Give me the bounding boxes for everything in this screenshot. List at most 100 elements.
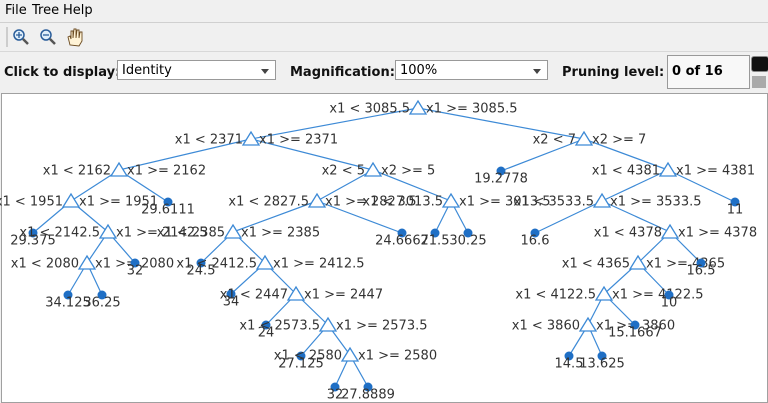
toolbar-icons bbox=[6, 27, 83, 47]
leaf-node[interactable] bbox=[564, 351, 574, 361]
tree-edge bbox=[372, 169, 452, 202]
leaf-label: 32 bbox=[127, 264, 144, 279]
split-label-left: x1 < 2371 bbox=[175, 133, 243, 148]
branch-node[interactable] bbox=[441, 192, 461, 208]
slider-track[interactable] bbox=[752, 76, 766, 88]
branch-node[interactable] bbox=[109, 161, 129, 177]
split-label-right: x1 >= 4378 bbox=[678, 226, 757, 241]
leaf-node[interactable] bbox=[261, 320, 271, 330]
split-label-left: x1 < 3860 bbox=[512, 319, 580, 334]
leaf-node[interactable] bbox=[463, 228, 473, 238]
zoom-out-button[interactable] bbox=[40, 29, 56, 45]
branch-node[interactable] bbox=[408, 99, 428, 115]
split-label-right: x1 >= 4381 bbox=[676, 164, 755, 179]
pan-button[interactable] bbox=[67, 28, 83, 47]
branch-node[interactable] bbox=[594, 285, 614, 301]
split-label-right: x1 >= 2142.5 bbox=[116, 226, 208, 241]
branch-node[interactable] bbox=[340, 346, 360, 362]
leaf-node[interactable] bbox=[330, 382, 340, 392]
leaf-node[interactable] bbox=[630, 320, 640, 330]
magnification-label: Magnification: bbox=[290, 65, 395, 80]
display-select[interactable]: Identity bbox=[117, 60, 276, 80]
tree-view: x1 < 3085.5 x1 >= 3085.5 x1 < 2371 x1 >= 23… bbox=[0, 99, 757, 403]
branch-node[interactable] bbox=[578, 316, 598, 332]
menu-item[interactable]: File bbox=[5, 3, 27, 18]
tree-edge bbox=[417, 107, 585, 140]
leaf-node[interactable] bbox=[496, 166, 506, 176]
split-label-left: x2 < 7 bbox=[533, 133, 576, 148]
menu-item[interactable]: Help bbox=[63, 3, 93, 18]
split-label-left: x1 < 2142.5 bbox=[19, 226, 100, 241]
branch-node[interactable] bbox=[77, 254, 97, 270]
branch-node[interactable] bbox=[241, 130, 261, 146]
split-label-left: x1 < 3533.5 bbox=[513, 195, 594, 210]
leaf-node[interactable] bbox=[696, 258, 706, 268]
leaf-node[interactable] bbox=[97, 290, 107, 300]
branch-node[interactable] bbox=[318, 316, 338, 332]
leaf-label: 16.5 bbox=[687, 264, 716, 279]
toolbar bbox=[0, 23, 768, 52]
leaf-node[interactable] bbox=[530, 228, 540, 238]
magnification-select[interactable]: 100% bbox=[395, 60, 548, 80]
leaf-node[interactable] bbox=[730, 197, 740, 207]
branch-node[interactable] bbox=[363, 161, 383, 177]
leaf-node[interactable] bbox=[28, 228, 38, 238]
split-label-left: x1 < 2385 bbox=[157, 226, 225, 241]
split-label-right: x1 >= 2162 bbox=[127, 164, 206, 179]
split-label-left: x1 < 4381 bbox=[592, 164, 660, 179]
split-label-left: x1 < 2412.5 bbox=[176, 257, 257, 272]
branch-node[interactable] bbox=[592, 192, 612, 208]
tree-edge bbox=[601, 169, 669, 202]
leaf-label: 16.6 bbox=[521, 234, 550, 249]
leaf-node[interactable] bbox=[196, 258, 206, 268]
tree-edge bbox=[534, 200, 603, 234]
leaf-node[interactable] bbox=[296, 351, 306, 361]
leaf-node[interactable] bbox=[130, 258, 140, 268]
tree-edge bbox=[250, 138, 374, 171]
leaf-label: 10 bbox=[661, 296, 678, 311]
branch-node[interactable] bbox=[574, 130, 594, 146]
branch-node[interactable] bbox=[658, 161, 678, 177]
branch-node[interactable] bbox=[628, 254, 648, 270]
branch-node[interactable] bbox=[223, 223, 243, 239]
split-label-left: x1 < 3013.5 bbox=[362, 195, 443, 210]
split-label-left: x1 < 2580 bbox=[274, 349, 342, 364]
leaf-label: 29.375 bbox=[10, 234, 56, 249]
branch-node[interactable] bbox=[307, 192, 327, 208]
leaf-node[interactable] bbox=[430, 228, 440, 238]
leaf-label: 24.5 bbox=[187, 264, 216, 279]
leaf-node[interactable] bbox=[63, 290, 73, 300]
controls: Click to display: Identity Magnification… bbox=[0, 52, 768, 92]
branch-node[interactable] bbox=[660, 223, 680, 239]
split-label-left: x1 < 2162 bbox=[43, 164, 111, 179]
branch-node[interactable] bbox=[98, 223, 118, 239]
tree-edge bbox=[667, 169, 736, 203]
split-label-left: x1 < 4122.5 bbox=[515, 288, 596, 303]
menu-item[interactable]: Tree bbox=[32, 3, 60, 18]
split-label-right: x1 >= 2385 bbox=[241, 226, 320, 241]
leaf-label: 32 bbox=[327, 388, 344, 403]
branch-node[interactable] bbox=[61, 192, 81, 208]
leaf-node[interactable] bbox=[163, 197, 173, 207]
tree-edge bbox=[316, 169, 374, 202]
leaf-label: 27.125 bbox=[278, 357, 324, 372]
leaf-label: 13.625 bbox=[579, 357, 625, 372]
leaf-node[interactable] bbox=[363, 382, 373, 392]
zoom-in-button[interactable] bbox=[13, 29, 29, 45]
branch-node[interactable] bbox=[286, 285, 306, 301]
leaf-node[interactable] bbox=[226, 289, 236, 299]
leaf-node[interactable] bbox=[397, 228, 407, 238]
split-label-right: x1 >= 2580 bbox=[358, 349, 437, 364]
leaf-node[interactable] bbox=[664, 290, 674, 300]
leaf-node[interactable] bbox=[597, 351, 607, 361]
leaf-label: 34 bbox=[223, 295, 240, 310]
split-label-right: x1 >= 2447 bbox=[304, 288, 383, 303]
split-label-right: x1 >= 4122.5 bbox=[612, 288, 704, 303]
leaf-label: 34.125 bbox=[45, 296, 91, 311]
split-label-left: x2 < 5 bbox=[322, 164, 365, 179]
branch-node[interactable] bbox=[255, 254, 275, 270]
tree-edge bbox=[583, 138, 669, 171]
slider-thumb[interactable] bbox=[751, 56, 768, 72]
split-label-left: x1 < 3085.5 bbox=[329, 102, 410, 117]
